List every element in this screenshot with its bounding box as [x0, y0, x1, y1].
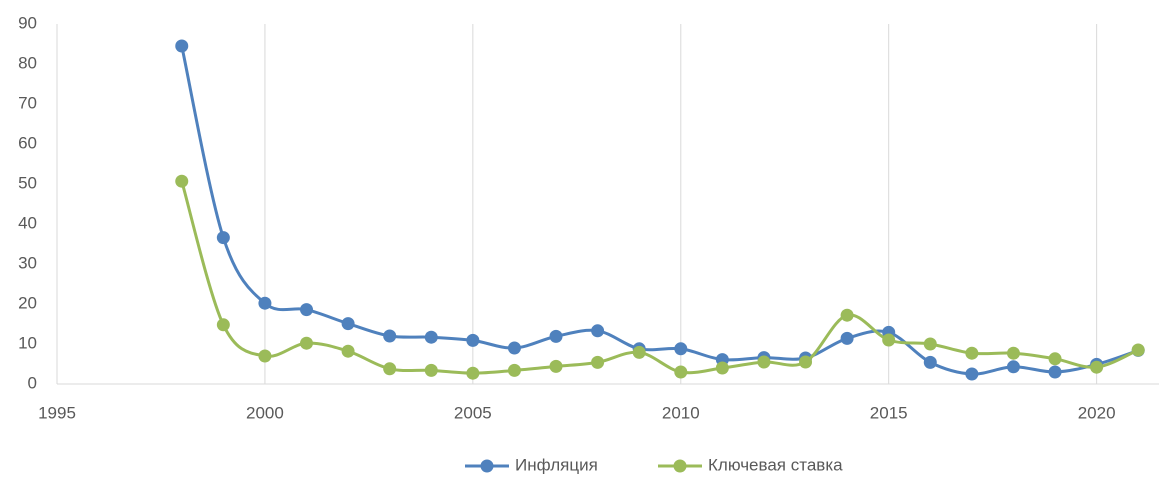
- data-point: [1090, 360, 1104, 374]
- data-point: [341, 317, 355, 331]
- legend-marker: [673, 459, 687, 473]
- data-point: [882, 333, 896, 347]
- data-point: [466, 366, 480, 380]
- data-point: [507, 363, 521, 377]
- x-tick-label: 2020: [1078, 403, 1116, 422]
- x-tick-label: 2015: [870, 403, 908, 422]
- data-point: [216, 231, 230, 245]
- data-point: [549, 329, 563, 343]
- y-tick-label: 0: [28, 373, 37, 392]
- data-point: [424, 363, 438, 377]
- data-point: [757, 355, 771, 369]
- data-point: [300, 336, 314, 350]
- data-point: [383, 362, 397, 376]
- data-point: [965, 367, 979, 381]
- x-tick-label: 1995: [38, 403, 76, 422]
- data-point: [383, 329, 397, 343]
- y-tick-label: 60: [18, 133, 37, 152]
- data-point: [258, 349, 272, 363]
- data-point: [799, 355, 813, 369]
- data-point: [923, 355, 937, 369]
- y-tick-label: 30: [18, 253, 37, 272]
- data-point: [507, 341, 521, 355]
- data-point: [341, 344, 355, 358]
- data-point: [549, 359, 563, 373]
- data-point: [1048, 352, 1062, 366]
- data-point: [840, 308, 854, 322]
- data-point: [923, 337, 937, 351]
- data-point: [1048, 365, 1062, 379]
- data-point: [591, 355, 605, 369]
- data-point: [1131, 343, 1145, 357]
- y-tick-label: 50: [18, 173, 37, 192]
- data-point: [300, 303, 314, 317]
- data-point: [1006, 360, 1020, 374]
- data-point: [258, 296, 272, 310]
- x-tick-label: 2005: [454, 403, 492, 422]
- series-line: [180, 180, 1139, 375]
- y-tick-label: 20: [18, 293, 37, 312]
- data-point: [175, 39, 189, 53]
- x-tick-label: 2000: [246, 403, 284, 422]
- data-point: [424, 330, 438, 344]
- y-tick-label: 70: [18, 93, 37, 112]
- legend-label: Инфляция: [515, 455, 598, 474]
- x-tick-label: 2010: [662, 403, 700, 422]
- y-tick-label: 90: [18, 13, 37, 32]
- data-point: [632, 345, 646, 359]
- series-line: [180, 45, 1139, 376]
- data-point: [1006, 346, 1020, 360]
- y-tick-label: 10: [18, 333, 37, 352]
- data-point: [674, 365, 688, 379]
- data-point: [840, 331, 854, 345]
- legend-marker: [480, 459, 494, 473]
- data-point: [965, 346, 979, 360]
- data-point: [591, 324, 605, 338]
- y-tick-label: 80: [18, 53, 37, 72]
- legend-label: Ключевая ставка: [708, 455, 843, 474]
- data-point: [466, 333, 480, 347]
- y-tick-label: 40: [18, 213, 37, 232]
- data-point: [674, 342, 688, 356]
- data-point: [216, 318, 230, 332]
- data-point: [175, 174, 189, 188]
- data-point: [715, 361, 729, 375]
